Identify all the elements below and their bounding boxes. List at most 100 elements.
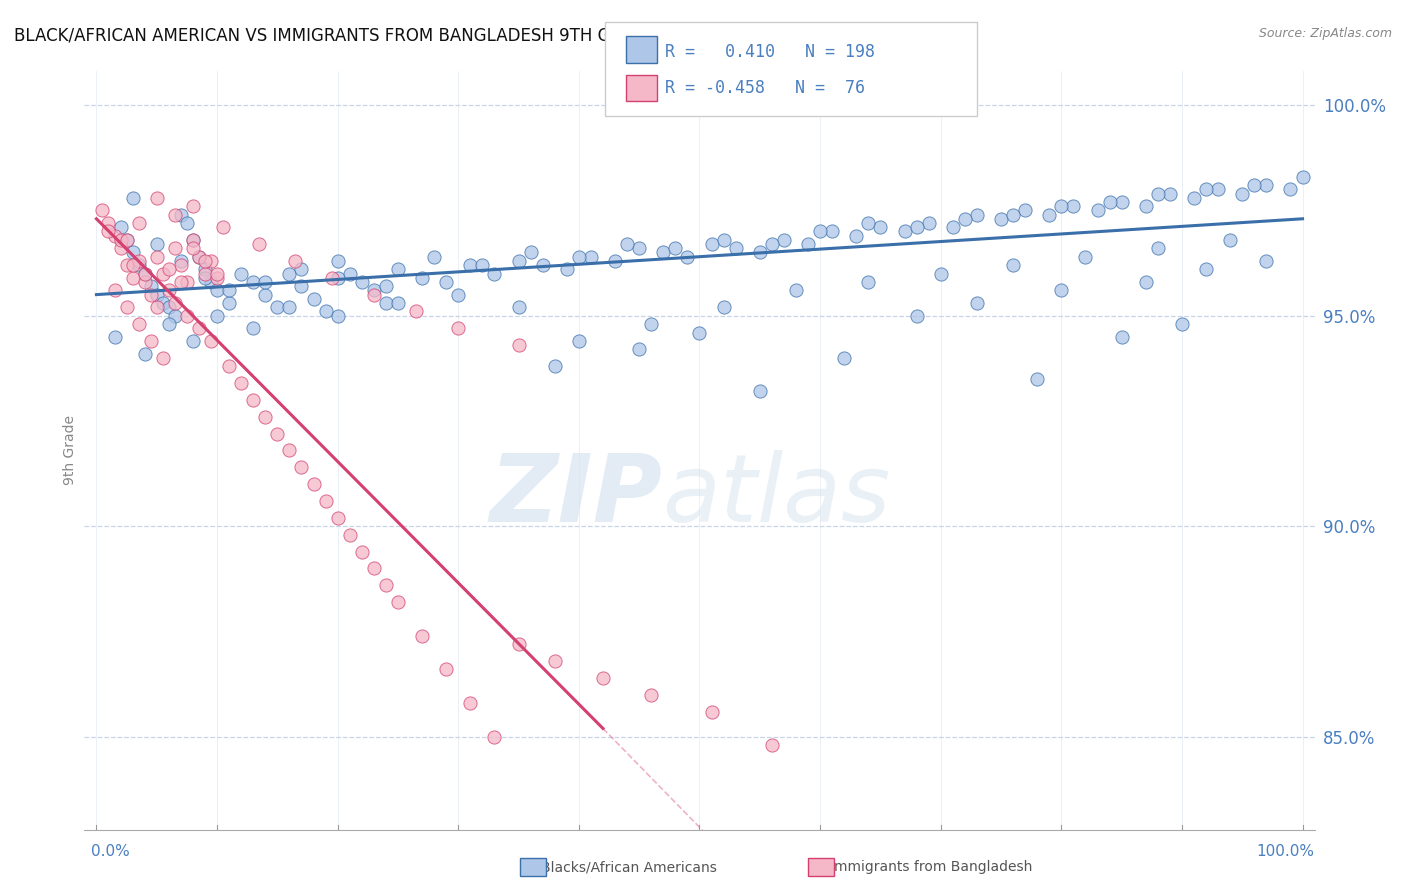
- Point: [242, 321, 264, 335]
- Point: [603, 253, 626, 268]
- Point: [544, 654, 567, 668]
- Point: [302, 477, 325, 491]
- Point: [194, 262, 217, 277]
- Point: [1014, 203, 1036, 218]
- Point: [326, 511, 349, 525]
- Point: [832, 351, 855, 365]
- Point: [163, 208, 186, 222]
- Point: [387, 595, 409, 609]
- Point: [194, 267, 217, 281]
- Point: [152, 267, 174, 281]
- Point: [326, 270, 349, 285]
- Point: [231, 376, 253, 390]
- Point: [942, 220, 965, 235]
- Point: [1219, 233, 1241, 247]
- Point: [363, 561, 385, 575]
- Point: [128, 253, 150, 268]
- Point: [176, 275, 198, 289]
- Point: [128, 216, 150, 230]
- Point: [1026, 372, 1049, 386]
- Point: [110, 220, 132, 235]
- Point: [1146, 186, 1168, 201]
- Point: [640, 317, 662, 331]
- Point: [652, 245, 675, 260]
- Point: [808, 224, 831, 238]
- Point: [568, 334, 591, 348]
- Point: [616, 237, 638, 252]
- Point: [387, 262, 409, 277]
- Point: [254, 409, 277, 424]
- Point: [447, 287, 470, 301]
- Point: [966, 208, 988, 222]
- Point: [115, 258, 138, 272]
- Point: [315, 304, 337, 318]
- Point: [773, 233, 796, 247]
- Point: [163, 296, 186, 310]
- Point: [163, 309, 186, 323]
- Point: [460, 258, 482, 272]
- Point: [205, 284, 228, 298]
- Point: [434, 663, 457, 677]
- Point: [152, 351, 174, 365]
- Point: [1159, 186, 1181, 201]
- Point: [128, 258, 150, 272]
- Point: [1146, 241, 1168, 255]
- Point: [1279, 182, 1302, 196]
- Point: [145, 287, 167, 301]
- Point: [508, 338, 530, 352]
- Point: [1195, 182, 1218, 196]
- Text: 100.0%: 100.0%: [1257, 845, 1315, 859]
- Point: [145, 250, 167, 264]
- Point: [152, 296, 174, 310]
- Text: R =   0.410   N = 198: R = 0.410 N = 198: [665, 43, 875, 62]
- Point: [302, 292, 325, 306]
- Point: [628, 241, 651, 255]
- Point: [326, 309, 349, 323]
- Point: [905, 309, 928, 323]
- Point: [797, 237, 820, 252]
- Point: [544, 359, 567, 374]
- Point: [176, 216, 198, 230]
- Point: [592, 671, 614, 685]
- Point: [103, 284, 125, 298]
- Point: [242, 275, 264, 289]
- Y-axis label: 9th Grade: 9th Grade: [63, 416, 77, 485]
- Point: [157, 262, 180, 277]
- Point: [471, 258, 494, 272]
- Point: [387, 296, 409, 310]
- Point: [103, 330, 125, 344]
- Point: [163, 241, 186, 255]
- Point: [363, 284, 385, 298]
- Point: [205, 267, 228, 281]
- Point: [115, 233, 138, 247]
- Text: ZIP: ZIP: [489, 450, 662, 542]
- Point: [1206, 182, 1229, 196]
- Point: [121, 245, 143, 260]
- Point: [858, 275, 880, 289]
- Point: [266, 300, 288, 314]
- Point: [724, 241, 747, 255]
- Point: [121, 270, 143, 285]
- Point: [187, 250, 209, 264]
- Point: [321, 270, 343, 285]
- Point: [664, 241, 686, 255]
- Point: [363, 287, 385, 301]
- Point: [170, 208, 193, 222]
- Point: [97, 216, 120, 230]
- Point: [508, 637, 530, 651]
- Point: [700, 237, 723, 252]
- Point: [508, 253, 530, 268]
- Point: [1062, 199, 1084, 213]
- Point: [579, 250, 602, 264]
- Text: R = -0.458   N =  76: R = -0.458 N = 76: [665, 78, 865, 96]
- Point: [628, 343, 651, 357]
- Point: [1111, 330, 1133, 344]
- Point: [1050, 199, 1073, 213]
- Point: [1002, 258, 1025, 272]
- Point: [374, 578, 396, 592]
- Point: [339, 527, 361, 541]
- Point: [869, 220, 891, 235]
- Point: [200, 253, 222, 268]
- Point: [128, 317, 150, 331]
- Point: [1256, 178, 1278, 192]
